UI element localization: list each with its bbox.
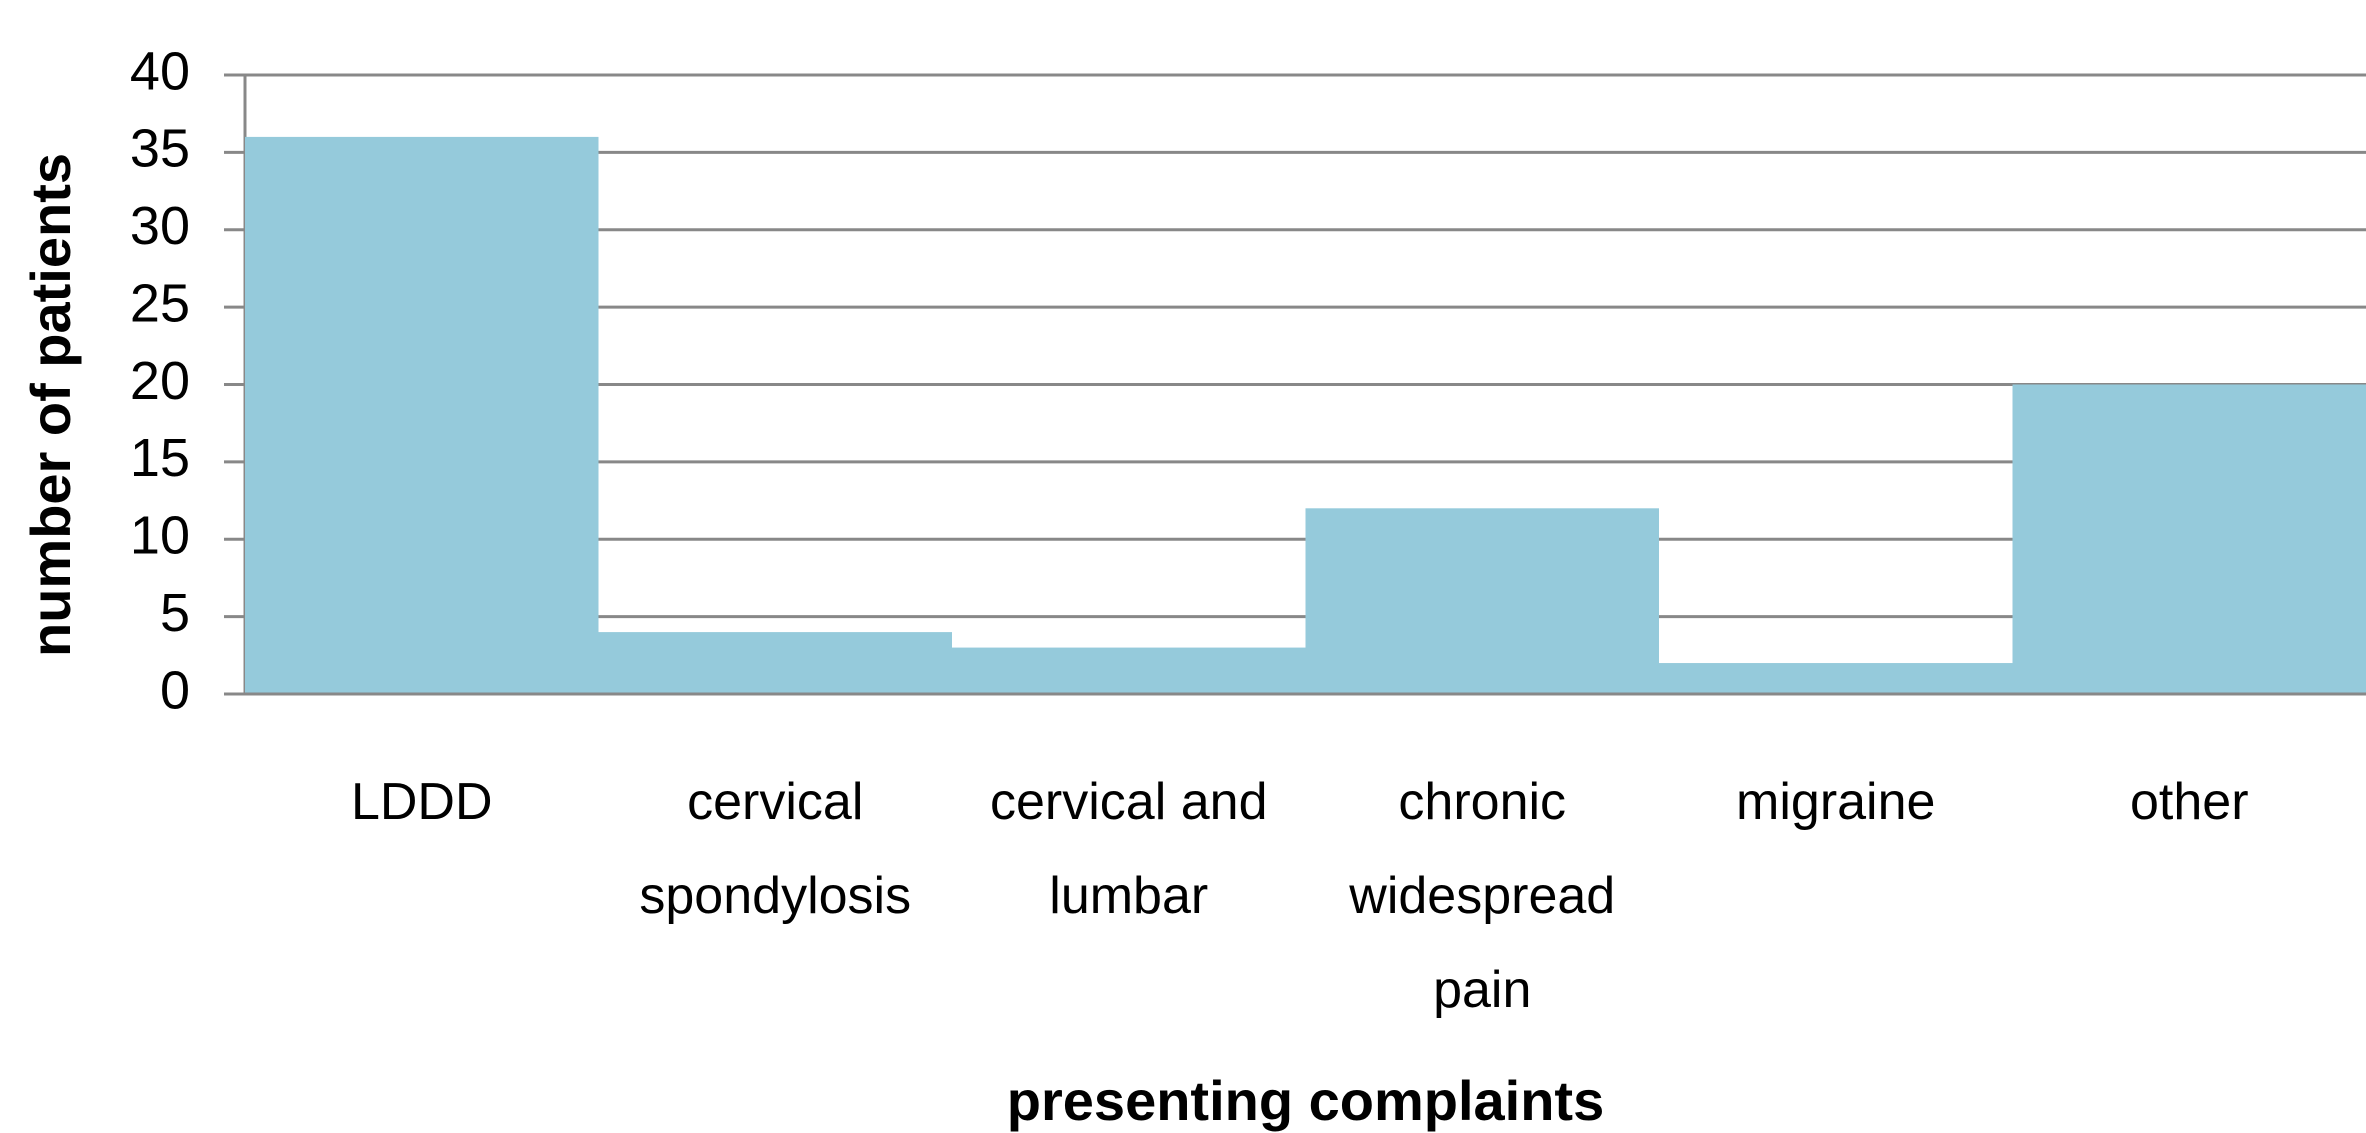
bar (952, 647, 1306, 694)
bar (1659, 663, 2013, 694)
y-tick-label: 10 (130, 506, 190, 566)
x-tick-label: migraine (1736, 773, 1936, 831)
y-tick-label: 40 (130, 41, 190, 101)
y-tick-label: 30 (130, 196, 190, 256)
x-tick-label: other (2129, 773, 2249, 831)
bar (1305, 508, 1659, 694)
x-axis-title: presenting complaints (1006, 1069, 1605, 1132)
x-tick-label: LDDD (350, 773, 493, 831)
y-tick-label: 25 (130, 273, 190, 333)
x-tick-label: cervical spondylosis (639, 773, 912, 925)
y-tick-label: 0 (160, 660, 190, 720)
bar (2012, 384, 2366, 694)
bar (245, 136, 599, 694)
x-tick-label: cervical and lumbar (990, 773, 1268, 925)
y-axis-title: number of patients (19, 153, 82, 657)
x-tick-label: chronic widespread pain (1349, 773, 1616, 1019)
y-tick-label: 15 (130, 428, 190, 488)
y-tick-label: 35 (130, 119, 190, 179)
y-tick-label: 5 (160, 583, 190, 643)
bar (598, 632, 952, 694)
y-tick-label: 20 (130, 351, 190, 411)
